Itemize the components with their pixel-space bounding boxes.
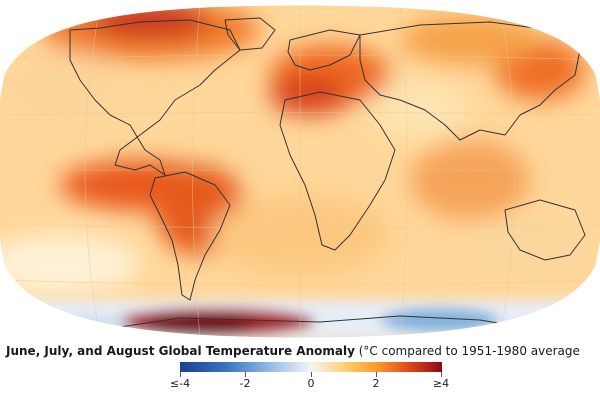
map-title: June, July, and August Global Temperatur… xyxy=(6,344,580,358)
north-america-outline xyxy=(69,19,241,176)
greenland-outline xyxy=(224,17,276,51)
legend-tick-mark xyxy=(376,372,377,377)
map-title-units: (°C compared to 1951-1980 average xyxy=(358,344,580,358)
legend-tick-label: -2 xyxy=(239,377,251,390)
legend-tick-label: ≤-4 xyxy=(169,377,191,390)
legend-tick-mark xyxy=(245,372,246,377)
legend-tick-label: 0 xyxy=(307,377,315,390)
color-legend: ≤-4 -2 0 2 ≥4 xyxy=(170,362,460,398)
south-america-outline xyxy=(149,171,231,301)
legend-color-bar xyxy=(180,362,442,372)
legend-tick-mark xyxy=(180,372,181,377)
legend-tick-mark xyxy=(311,372,312,377)
globe-border xyxy=(0,4,600,339)
legend-tick-mark xyxy=(441,372,442,377)
legend-tick-label: 2 xyxy=(372,377,380,390)
map-title-main: June, July, and August Global Temperatur… xyxy=(6,344,355,358)
europe-outline xyxy=(287,29,361,71)
australia-outline xyxy=(504,199,586,261)
antarctica-outline xyxy=(99,315,541,331)
legend-tick-label: ≥4 xyxy=(432,377,450,390)
africa-outline xyxy=(279,91,396,251)
graticule xyxy=(0,5,600,338)
coastlines xyxy=(69,17,586,331)
temperature-anomaly-map xyxy=(0,4,600,339)
